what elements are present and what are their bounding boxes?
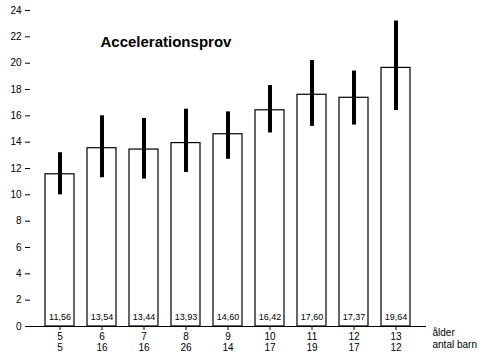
svg-text:17,37: 17,37 — [343, 312, 366, 322]
svg-text:22: 22 — [10, 31, 22, 42]
svg-text:26: 26 — [180, 342, 192, 353]
svg-text:17,60: 17,60 — [301, 312, 324, 322]
svg-text:9: 9 — [225, 331, 231, 342]
svg-text:5: 5 — [57, 331, 63, 342]
svg-text:13,44: 13,44 — [133, 312, 156, 322]
svg-text:10: 10 — [10, 189, 22, 200]
svg-text:13,54: 13,54 — [91, 312, 114, 322]
svg-text:5: 5 — [57, 342, 63, 353]
svg-text:2: 2 — [16, 294, 22, 305]
svg-text:24: 24 — [10, 5, 22, 16]
svg-text:antal barn: antal barn — [433, 339, 477, 350]
svg-text:16: 16 — [10, 110, 22, 121]
svg-text:13,93: 13,93 — [175, 312, 198, 322]
svg-text:19,64: 19,64 — [385, 312, 408, 322]
svg-text:Accelerationsprov: Accelerationsprov — [101, 33, 233, 50]
svg-text:0: 0 — [16, 321, 22, 332]
svg-text:6: 6 — [99, 331, 105, 342]
svg-text:ålder: ålder — [433, 327, 456, 338]
svg-text:4: 4 — [16, 268, 22, 279]
svg-text:16: 16 — [138, 342, 150, 353]
svg-text:8: 8 — [16, 215, 22, 226]
svg-text:20: 20 — [10, 57, 22, 68]
svg-text:13: 13 — [390, 331, 402, 342]
svg-text:12: 12 — [390, 342, 402, 353]
svg-text:16,42: 16,42 — [259, 312, 282, 322]
svg-text:17: 17 — [348, 342, 360, 353]
svg-text:11,56: 11,56 — [49, 312, 71, 322]
svg-text:16: 16 — [96, 342, 108, 353]
svg-text:17: 17 — [264, 342, 276, 353]
svg-text:12: 12 — [348, 331, 360, 342]
svg-text:14: 14 — [10, 136, 22, 147]
svg-text:10: 10 — [264, 331, 276, 342]
svg-text:7: 7 — [141, 331, 147, 342]
svg-text:8: 8 — [183, 331, 189, 342]
svg-text:18: 18 — [10, 84, 22, 95]
svg-text:6: 6 — [16, 242, 22, 253]
svg-text:19: 19 — [306, 342, 318, 353]
svg-text:12: 12 — [10, 163, 22, 174]
svg-text:11: 11 — [307, 331, 318, 342]
svg-text:14,60: 14,60 — [217, 312, 240, 322]
svg-text:14: 14 — [222, 342, 234, 353]
